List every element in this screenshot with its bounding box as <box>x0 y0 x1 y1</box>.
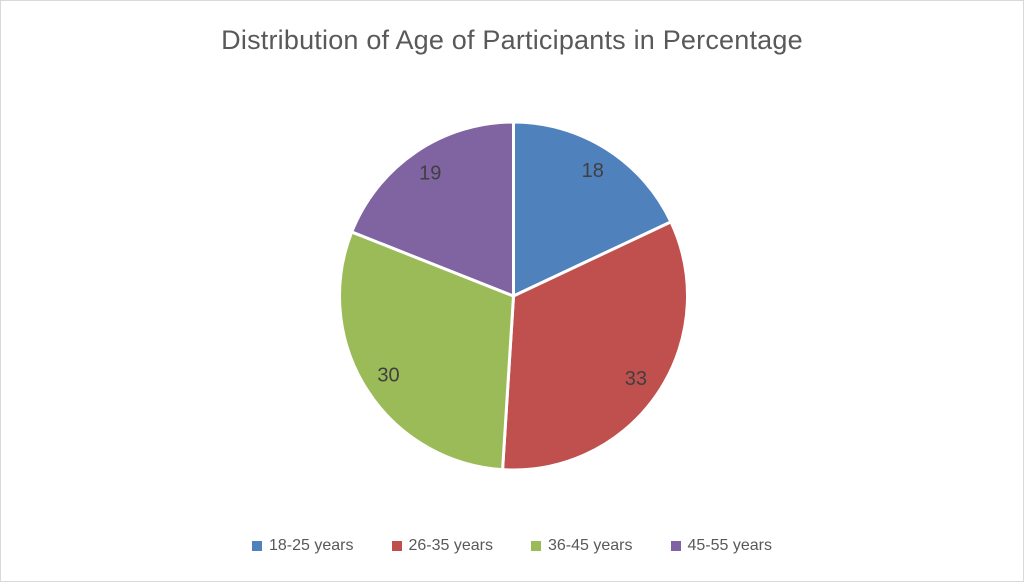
chart-title: Distribution of Age of Participants in P… <box>221 25 803 55</box>
legend-label: 26-35 years <box>408 537 494 554</box>
pie-data-label-45-55-years: 19 <box>419 163 441 185</box>
legend-label: 18-25 years <box>269 537 354 554</box>
legend-item-45-55-years: 45-55 years <box>670 537 773 555</box>
legend-label: 45-55 years <box>687 537 773 554</box>
pie-slice-45-55-years <box>350 120 515 298</box>
legend-marker-icon <box>391 541 402 551</box>
legend-item-26-35-years: 26-35 years <box>391 537 494 555</box>
pie-data-label-36-45-years: 30 <box>377 364 399 386</box>
legend-marker-icon <box>252 541 262 551</box>
legend-marker-icon <box>531 541 541 551</box>
pie-slice-36-45-years <box>338 230 515 472</box>
legend-item-36-45-years: 36-45 years <box>531 537 633 555</box>
pie-data-label-18-25-years: 18 <box>582 160 604 182</box>
pie-slice-18-25-years <box>512 120 673 298</box>
pie-slice-26-35-years <box>501 220 690 472</box>
legend-item-18-25-years: 18-25 years <box>252 537 354 555</box>
legend-label: 36-45 years <box>548 537 633 554</box>
pie-data-label-26-35-years: 33 <box>625 368 647 390</box>
chart-legend: 18-25 years 26-35 years 36-45 years 45-55 y… <box>1 537 1023 555</box>
legend-marker-icon <box>670 541 681 551</box>
